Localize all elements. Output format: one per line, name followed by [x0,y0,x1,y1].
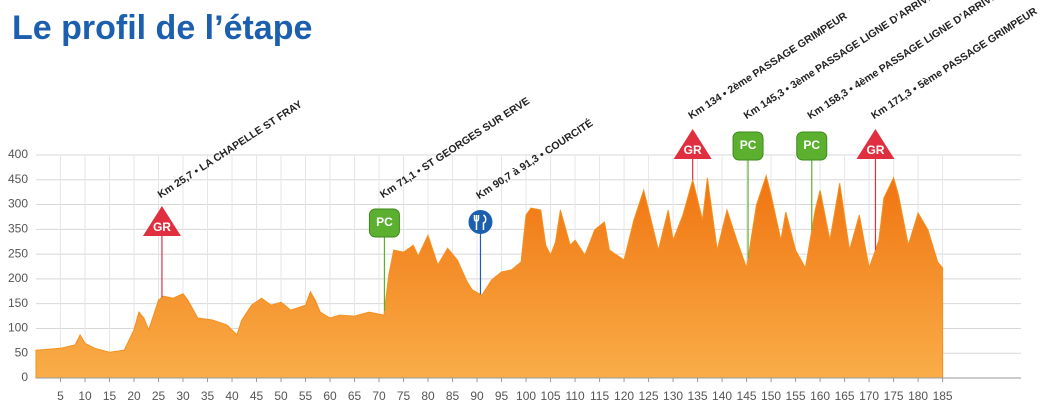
x-tick-label: 175 [884,389,904,403]
x-tick-label: 60 [323,389,337,403]
x-tick-label: 80 [421,389,435,403]
gr-badge [673,129,712,159]
chart-title: Le profil de l’étape [12,9,312,47]
y-tick-label: 0 [21,370,28,384]
x-tick-label: 85 [446,389,460,403]
gr-badge [142,206,181,236]
x-tick-label: 20 [127,389,141,403]
x-tick-label: 30 [176,389,190,403]
x-tick-label: 45 [250,389,264,403]
y-tick-label: 400 [8,147,28,161]
y-tick-label: 450 [8,172,28,186]
elevation-area [35,174,944,379]
y-tick-label: 100 [8,321,28,335]
x-tick-label: 65 [348,389,362,403]
y-tick-label: 150 [8,296,28,310]
pc-badge [732,131,764,161]
x-tick-label: 70 [372,389,386,403]
x-tick-label: 25 [152,389,166,403]
y-tick-label: 250 [8,246,28,260]
badge-label: GR [684,143,702,157]
x-tick-label: 115 [590,389,609,403]
x-tick-label: 5 [57,389,64,403]
x-tick-label: 50 [274,389,288,403]
x-tick-label: 165 [835,389,855,403]
badge-label: GR [153,220,171,234]
x-tick-label: 130 [663,389,683,403]
x-tick-label: 55 [299,389,313,403]
y-tick-label: 300 [8,197,28,211]
annotation-label: Km 25,7 • LA CHAPELLE ST FRAY [156,98,305,201]
x-tick-label: 125 [639,389,659,403]
food-badge [468,210,493,234]
badge-label: PC [740,138,757,152]
x-tick-label: 120 [614,389,634,403]
x-tick-label: 185 [933,389,953,403]
x-tick-label: 90 [470,389,484,403]
x-tick-label: 110 [565,389,584,403]
x-tick-label: 75 [397,389,411,403]
badge-label: PC [803,138,820,152]
x-tick-label: 40 [225,389,239,403]
x-tick-label: 145 [737,389,757,403]
x-tick-label: 35 [201,389,215,403]
gr-badge [856,129,895,159]
x-tick-label: 155 [786,389,806,403]
x-tick-label: 105 [541,389,561,403]
x-tick-label: 135 [688,389,708,403]
badge-label: GR [866,143,884,157]
y-tick-label: 200 [8,271,28,285]
x-tick-label: 170 [859,389,879,403]
x-tick-label: 10 [78,389,92,403]
pc-badge [796,131,828,161]
pc-badge [368,208,400,238]
annotation-label: Km 71,1 • ST GEORGES SUR ERVE [378,95,532,201]
x-tick-label: 180 [908,389,928,403]
x-tick-label: 100 [516,389,536,403]
x-tick-label: 95 [495,389,509,403]
x-tick-label: 140 [712,389,732,403]
badge-label: PC [376,215,393,229]
fork-icon [473,214,487,230]
x-tick-label: 15 [103,389,117,403]
y-tick-label: 350 [8,222,28,236]
x-tick-label: 150 [761,389,781,403]
x-tick-label: 160 [810,389,830,403]
y-tick-label: 50 [15,345,29,359]
